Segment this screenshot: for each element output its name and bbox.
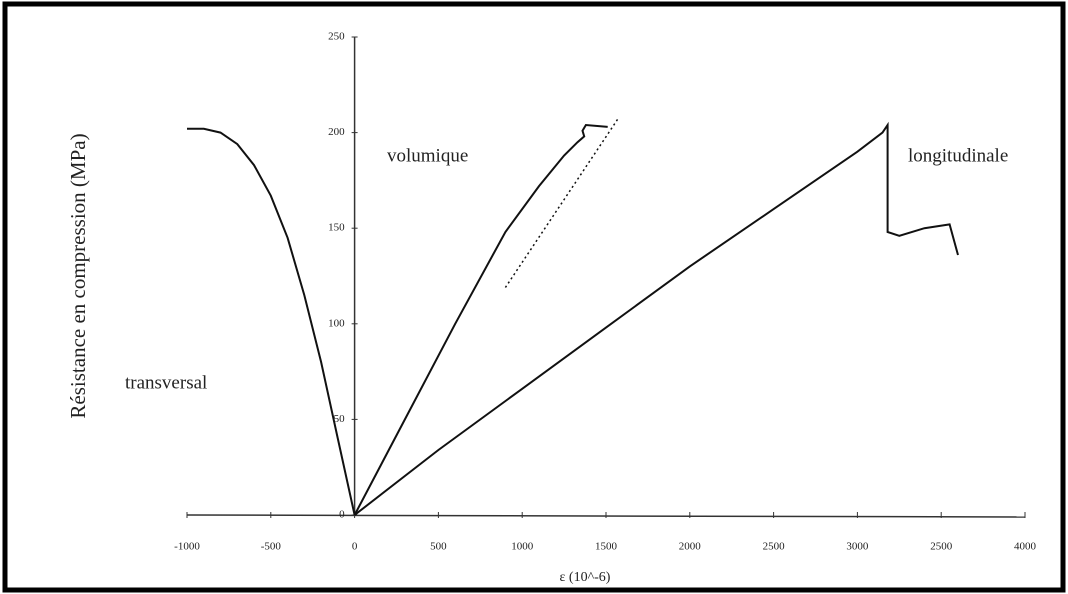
y-tick-label: 150	[328, 222, 345, 234]
y-axis-title: Résistance en compression (MPa)	[66, 133, 90, 418]
curve	[504, 118, 619, 288]
x-tick-label: 1000	[511, 541, 534, 553]
x-tick-label: 2000	[679, 541, 702, 553]
y-tick-label: 100	[328, 317, 345, 329]
x-tick-label: -500	[261, 541, 282, 553]
x-tick-label: 500	[430, 541, 447, 553]
x-tick-label: 2500	[930, 541, 953, 553]
y-tick-label: 50	[334, 413, 346, 425]
x-tick-label: 2500	[763, 541, 786, 553]
curve	[353, 123, 608, 516]
y-tick-label: 250	[328, 31, 345, 43]
y-tick-label: 0	[339, 509, 345, 521]
series-label: transversal	[125, 372, 207, 393]
curve	[187, 127, 356, 516]
series-label: volumique	[387, 145, 468, 166]
x-tick-label: 0	[352, 541, 358, 553]
x-tick-label: 1500	[595, 541, 618, 553]
x-tick-label: 4000	[1014, 541, 1037, 553]
x-tick-label: 3000	[846, 541, 869, 553]
series-label: longitudinale	[908, 145, 1008, 166]
x-axis-title: ε (10^-6)	[560, 570, 611, 585]
x-tick-label: -1000	[174, 541, 200, 553]
curve	[353, 121, 959, 516]
y-tick-label: 200	[328, 126, 345, 138]
